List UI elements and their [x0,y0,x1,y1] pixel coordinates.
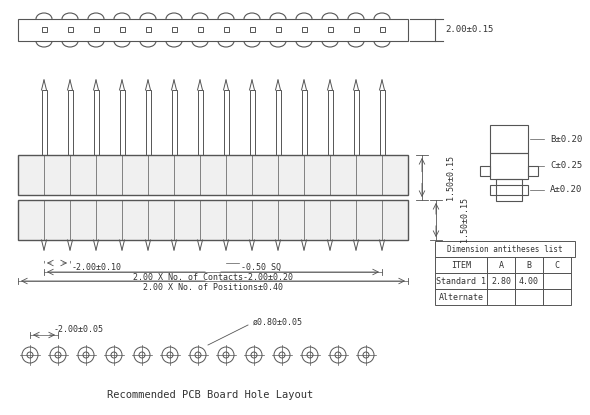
Bar [487,257,515,273]
Bar [353,27,359,32]
Bar [172,27,176,32]
Bar [93,90,99,155]
Text: 1.50±0.15: 1.50±0.15 [461,198,470,242]
Bar [543,257,571,273]
Bar [490,185,528,195]
Bar [379,90,385,155]
Bar [276,27,280,32]
Bar [327,27,333,32]
Text: 2.00±0.15: 2.00±0.15 [445,25,493,34]
Text: 2.80: 2.80 [491,276,511,286]
Bar [67,90,73,155]
Text: -0.50 SQ: -0.50 SQ [241,263,281,271]
Bar [172,90,176,155]
Text: C±0.25: C±0.25 [550,161,582,171]
Text: B±0.20: B±0.20 [550,134,582,144]
Bar [276,90,280,155]
Bar [224,90,228,155]
Bar [67,27,73,32]
Bar [487,289,515,305]
Bar [41,27,47,32]
Bar [435,273,487,289]
Bar [198,27,202,32]
Bar [198,90,202,155]
Bar [435,241,575,257]
Text: A: A [499,261,503,269]
Bar [379,27,385,32]
Text: 2.00 X No. of Positions±0.40: 2.00 X No. of Positions±0.40 [143,283,283,291]
Bar [515,289,543,305]
Bar [480,166,490,176]
Text: -2.00±0.10: -2.00±0.10 [72,263,122,271]
Bar [435,289,487,305]
Text: B: B [526,261,532,269]
Text: Recommended PCB Board Hole Layout: Recommended PCB Board Hole Layout [107,390,313,400]
Bar [18,19,408,41]
Text: 4.00: 4.00 [519,276,539,286]
Bar [435,257,487,273]
Bar [490,153,528,179]
Text: ITEM: ITEM [451,261,471,269]
Bar [250,27,254,32]
Bar [146,90,150,155]
Bar [18,200,408,240]
Bar [327,90,333,155]
Bar [543,273,571,289]
Bar [543,289,571,305]
Text: C: C [555,261,559,269]
Bar [353,90,359,155]
Bar [490,125,528,153]
Bar [93,27,99,32]
Text: Alternate: Alternate [438,293,483,302]
Bar [120,90,124,155]
Bar [146,27,150,32]
Bar [120,27,124,32]
Text: Standard 1: Standard 1 [436,276,486,286]
Bar [301,90,306,155]
Text: 2.00 X No. of Contacts-2.00±0.20: 2.00 X No. of Contacts-2.00±0.20 [133,273,293,283]
Text: Dimension antitheses list: Dimension antitheses list [447,244,563,254]
Bar [515,273,543,289]
Bar [18,155,408,195]
Bar [528,166,538,176]
Text: -2.00±0.05: -2.00±0.05 [54,325,104,334]
Text: 1.50±0.15: 1.50±0.15 [447,155,455,200]
Bar [496,179,522,201]
Text: ø0.80±0.05: ø0.80±0.05 [253,317,303,327]
Bar [224,27,228,32]
Text: A±0.20: A±0.20 [550,186,582,195]
Bar [487,273,515,289]
Bar [250,90,254,155]
Bar [41,90,47,155]
Bar [301,27,306,32]
Bar [515,257,543,273]
